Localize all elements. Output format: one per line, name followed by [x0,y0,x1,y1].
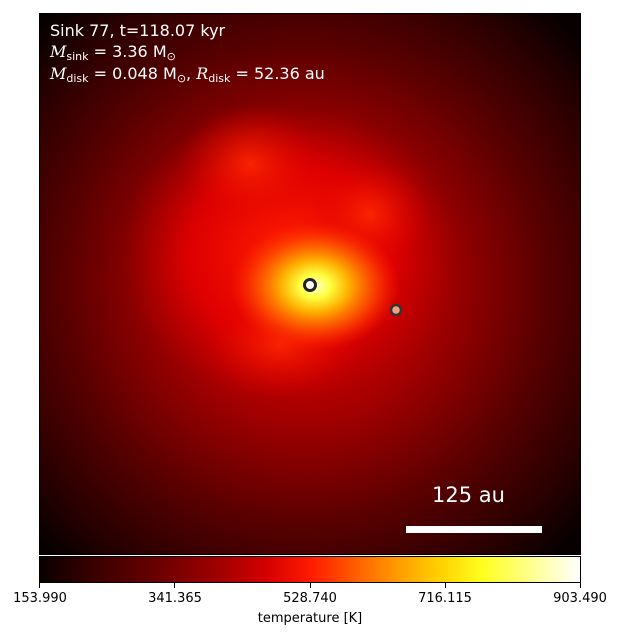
scale-bar-label: 125 au [432,483,505,507]
disk-properties: Mdisk = 0.048 M⊙, Rdisk = 52.36 au [50,64,325,86]
colorbar-tick [310,583,311,588]
sink-mass: Msink = 3.36 M⊙ [50,42,176,64]
secondary-sink-marker [389,303,403,317]
temperature-map: Sink 77, t=118.07 kyr Msink = 3.36 M⊙ Md… [39,13,581,555]
scale-bar [406,526,542,533]
colorbar-tick-label: 153.990 [13,591,67,606]
colorbar-label: temperature [K] [257,611,363,626]
colorbar [39,556,581,583]
colorbar-tick [445,583,446,588]
temperature-map-image [40,14,580,554]
colorbar-tick-label: 903.490 [553,591,607,606]
sink-title: Sink 77, t=118.07 kyr [50,21,226,40]
colorbar-tick [174,583,175,588]
colorbar-tick-label: 341.365 [148,591,202,606]
colorbar-tick [39,583,40,588]
colorbar-tick-label: 716.115 [418,591,472,606]
colorbar-tick [580,583,581,588]
colorbar-tick-label: 528.740 [283,591,337,606]
primary-sink-marker [303,278,317,292]
